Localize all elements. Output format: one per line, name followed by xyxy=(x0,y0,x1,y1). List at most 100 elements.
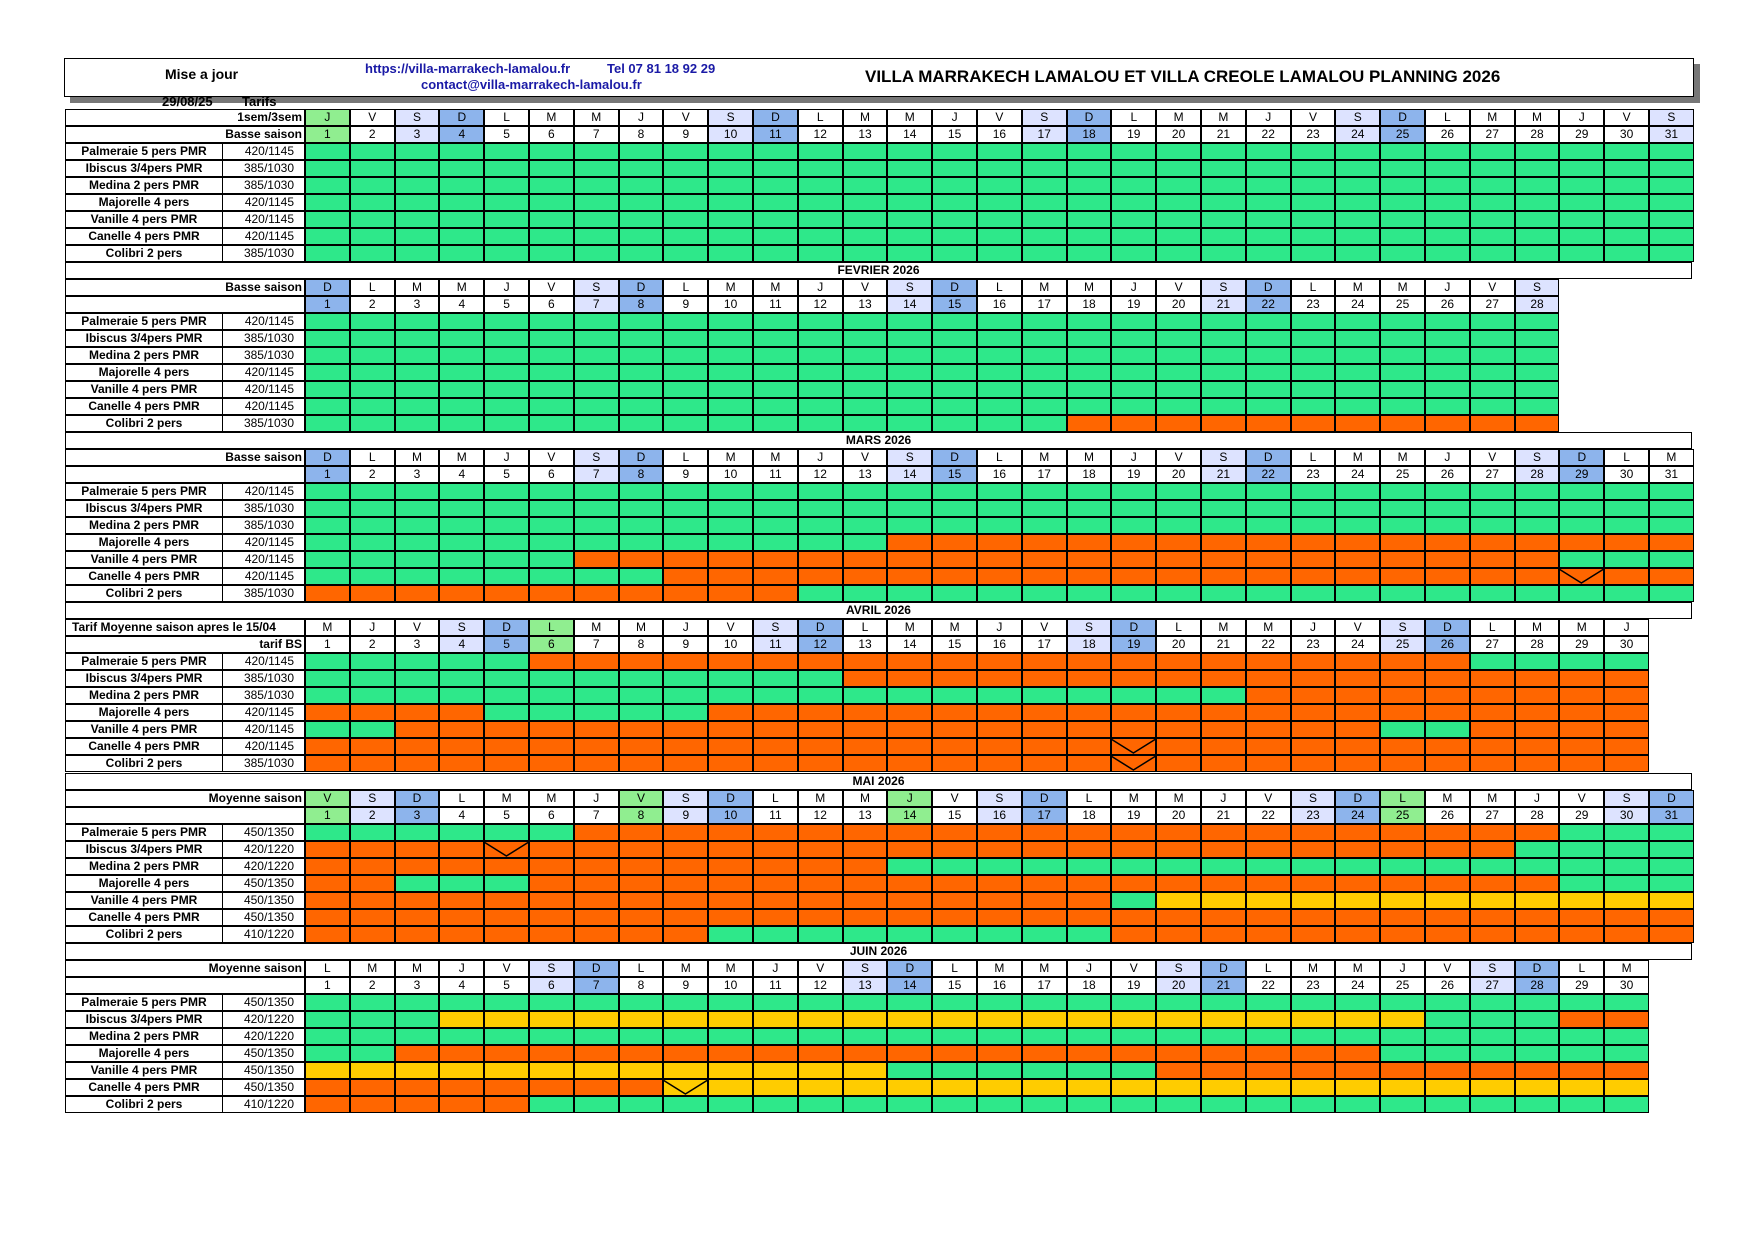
cell-booked[interactable] xyxy=(1156,653,1201,670)
cell-available[interactable] xyxy=(1649,841,1694,858)
cell-available[interactable] xyxy=(439,687,485,704)
cell-available[interactable] xyxy=(1201,228,1246,245)
cell-booked[interactable] xyxy=(1514,704,1560,721)
cell-available[interactable] xyxy=(1245,228,1291,245)
cell-available[interactable] xyxy=(753,160,798,177)
cell-booked[interactable] xyxy=(1066,738,1112,755)
cell-option[interactable] xyxy=(797,1079,843,1096)
cell-available[interactable] xyxy=(305,177,350,194)
cell-available[interactable] xyxy=(1111,211,1157,228)
cell-booked[interactable] xyxy=(753,1045,798,1062)
cell-available[interactable] xyxy=(1514,1011,1560,1028)
cell-booked[interactable] xyxy=(529,841,574,858)
cell-booked[interactable] xyxy=(484,721,529,738)
cell-available[interactable] xyxy=(1514,1045,1560,1062)
cell-available[interactable] xyxy=(484,994,529,1011)
cell-booked[interactable] xyxy=(663,585,709,602)
cell-booked[interactable] xyxy=(1604,926,1649,943)
cell-available[interactable] xyxy=(842,534,888,551)
cell-booked[interactable] xyxy=(1380,670,1425,687)
cell-option[interactable] xyxy=(618,1011,664,1028)
cell-available[interactable] xyxy=(1245,330,1291,347)
cell-booked[interactable] xyxy=(1201,1062,1246,1079)
cell-available[interactable] xyxy=(1201,364,1246,381)
cell-available[interactable] xyxy=(1156,687,1201,704)
cell-booked[interactable] xyxy=(663,653,709,670)
cell-booked[interactable] xyxy=(1559,909,1605,926)
cell-booked[interactable] xyxy=(1380,568,1425,585)
cell-booked[interactable] xyxy=(797,892,843,909)
cell-booked[interactable] xyxy=(484,909,529,926)
cell-option[interactable] xyxy=(1380,1079,1425,1096)
cell-available[interactable] xyxy=(484,347,529,364)
cell-available[interactable] xyxy=(1604,824,1649,841)
cell-available[interactable] xyxy=(1469,585,1515,602)
cell-available[interactable] xyxy=(842,211,888,228)
cell-available[interactable] xyxy=(797,415,843,432)
cell-available[interactable] xyxy=(1021,177,1067,194)
cell-available[interactable] xyxy=(1604,160,1649,177)
cell-available[interactable] xyxy=(1514,653,1560,670)
cell-booked[interactable] xyxy=(1335,534,1381,551)
cell-available[interactable] xyxy=(439,330,485,347)
cell-available[interactable] xyxy=(439,347,485,364)
cell-booked[interactable] xyxy=(1649,534,1694,551)
cell-option[interactable] xyxy=(1559,892,1605,909)
cell-available[interactable] xyxy=(1245,143,1291,160)
cell-available[interactable] xyxy=(1111,517,1157,534)
cell-available[interactable] xyxy=(887,211,933,228)
cell-booked[interactable] xyxy=(1380,824,1425,841)
cell-available[interactable] xyxy=(1201,483,1246,500)
cell-available[interactable] xyxy=(708,313,753,330)
cell-booked[interactable] xyxy=(932,738,977,755)
cell-available[interactable] xyxy=(1156,585,1201,602)
cell-available[interactable] xyxy=(663,534,709,551)
cell-option[interactable] xyxy=(977,1079,1022,1096)
cell-booked[interactable] xyxy=(529,892,574,909)
cell-available[interactable] xyxy=(1335,398,1381,415)
cell-available[interactable] xyxy=(1111,858,1157,875)
cell-available[interactable] xyxy=(1066,177,1112,194)
cell-available[interactable] xyxy=(1066,347,1112,364)
cell-available[interactable] xyxy=(753,364,798,381)
cell-available[interactable] xyxy=(1201,1096,1246,1113)
cell-available[interactable] xyxy=(439,500,485,517)
cell-booked[interactable] xyxy=(1201,875,1246,892)
cell-available[interactable] xyxy=(573,194,619,211)
cell-booked[interactable] xyxy=(349,585,395,602)
cell-booked[interactable] xyxy=(573,824,619,841)
cell-booked[interactable] xyxy=(1111,875,1157,892)
cell-booked[interactable] xyxy=(1425,670,1470,687)
cell-booked[interactable] xyxy=(1021,875,1067,892)
cell-available[interactable] xyxy=(1021,687,1067,704)
cell-available[interactable] xyxy=(663,211,709,228)
cell-booked[interactable] xyxy=(618,738,664,755)
cell-booked[interactable] xyxy=(1245,687,1291,704)
cell-available[interactable] xyxy=(484,500,529,517)
cell-option[interactable] xyxy=(708,1062,753,1079)
cell-option[interactable] xyxy=(708,1011,753,1028)
cell-available[interactable] xyxy=(349,228,395,245)
cell-option[interactable] xyxy=(1469,892,1515,909)
cell-available[interactable] xyxy=(887,228,933,245)
cell-booked[interactable] xyxy=(887,755,933,772)
cell-available[interactable] xyxy=(529,517,574,534)
cell-booked[interactable] xyxy=(1111,738,1157,755)
cell-available[interactable] xyxy=(1021,245,1067,262)
cell-booked[interactable] xyxy=(1425,909,1470,926)
cell-booked[interactable] xyxy=(1380,415,1425,432)
cell-booked[interactable] xyxy=(1111,926,1157,943)
cell-available[interactable] xyxy=(1649,585,1694,602)
cell-available[interactable] xyxy=(618,398,664,415)
cell-available[interactable] xyxy=(1514,194,1560,211)
cell-available[interactable] xyxy=(1245,364,1291,381)
cell-available[interactable] xyxy=(887,926,933,943)
email-link[interactable]: contact@villa-marrakech-lamalou.fr xyxy=(421,77,642,92)
cell-available[interactable] xyxy=(887,347,933,364)
cell-booked[interactable] xyxy=(932,653,977,670)
cell-available[interactable] xyxy=(1201,177,1246,194)
cell-booked[interactable] xyxy=(797,551,843,568)
cell-booked[interactable] xyxy=(529,858,574,875)
cell-available[interactable] xyxy=(842,347,888,364)
cell-booked[interactable] xyxy=(977,534,1022,551)
